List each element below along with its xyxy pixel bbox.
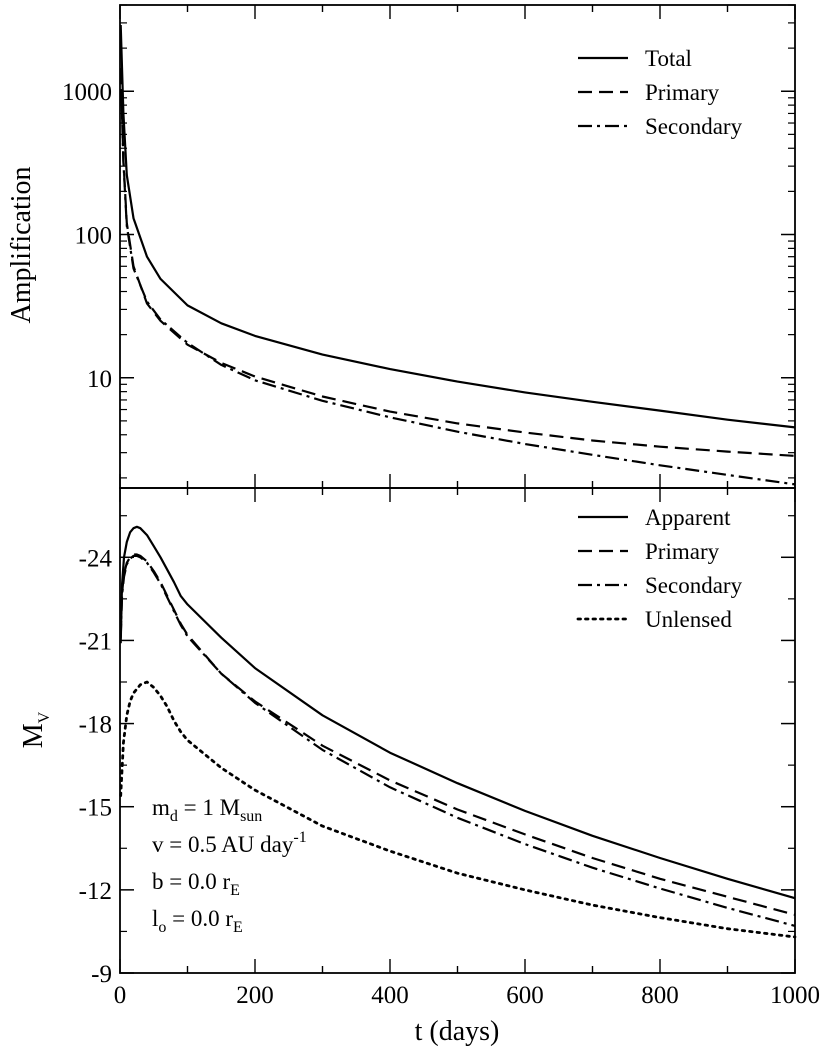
bottom-series-unlensed (119, 680, 797, 939)
bottom-panel: -24 -21 -18 -15 -12 -90 200 400 600 800 1000 t (da… (18, 487, 820, 1047)
annotation-impact-parameter: b = 0.0 rE (152, 869, 240, 899)
svg-text:MV: MV (18, 711, 53, 748)
x-tick-label: 600 (506, 982, 544, 1009)
x-tick-label: 200 (236, 982, 274, 1009)
bottom-y-tick-label: -9 (91, 961, 112, 988)
bottom-y-tick-label: -12 (79, 878, 112, 905)
bottom-y-axis-title-main: M (18, 723, 49, 748)
x-axis-title: t (days) (415, 1016, 500, 1047)
parameter-annotations: md = 1 Msun v = 0.5 AU day-1 b = 0.0 rE … (152, 795, 307, 936)
x-tick-label: 0 (114, 982, 127, 1009)
annotation-offset: lo = 0.0 rE (152, 906, 243, 936)
top-legend: Total Primary Secondary (578, 46, 743, 139)
x-tick-label: 1000 (770, 982, 820, 1009)
bottom-series-apparent (119, 525, 796, 900)
bottom-y-axis-title-sub: V (36, 711, 53, 723)
top-series-secondary (119, 70, 796, 486)
bottom-legend: Apparent Primary Secondary Unlensed (576, 505, 743, 632)
top-panel-ticks: 10 100 1000 (62, 4, 796, 488)
bottom-y-axis-title: MV (18, 711, 53, 748)
top-legend-label-secondary: Secondary (645, 114, 743, 139)
top-y-axis-title: Amplification (6, 166, 37, 323)
x-tick-label: 400 (371, 982, 409, 1009)
bottom-y-tick-label: -24 (79, 545, 113, 572)
bottom-y-tick-label: -18 (79, 712, 112, 739)
bottom-series-secondary (119, 554, 796, 927)
bottom-y-tick-label: -15 (79, 795, 112, 822)
bottom-legend-label-secondary: Secondary (645, 573, 743, 598)
top-y-tick-label: 100 (75, 223, 113, 250)
top-panel: 10 100 1000 Amplification Total Primary Seco… (6, 4, 796, 489)
x-tick-label: 800 (641, 982, 679, 1009)
top-legend-label-total: Total (645, 46, 692, 71)
top-legend-label-primary: Primary (645, 80, 720, 105)
top-series-primary (119, 68, 796, 457)
top-series-total (119, 24, 796, 429)
bottom-panel-series (119, 525, 797, 939)
bottom-legend-label-unlensed: Unlensed (645, 607, 732, 632)
top-y-tick-label: 1000 (62, 79, 112, 106)
bottom-y-tick-label: -21 (79, 628, 112, 655)
top-panel-series (119, 24, 796, 486)
top-y-tick-label: 10 (87, 366, 112, 393)
bottom-panel-ticks: -24 -21 -18 -15 -12 -90 200 400 600 800 1000 (79, 488, 820, 1009)
annotation-velocity: v = 0.5 AU day-1 (152, 829, 307, 857)
bottom-legend-label-primary: Primary (645, 539, 720, 564)
annotation-mass: md = 1 Msun (152, 795, 262, 825)
bottom-legend-label-apparent: Apparent (645, 505, 731, 530)
